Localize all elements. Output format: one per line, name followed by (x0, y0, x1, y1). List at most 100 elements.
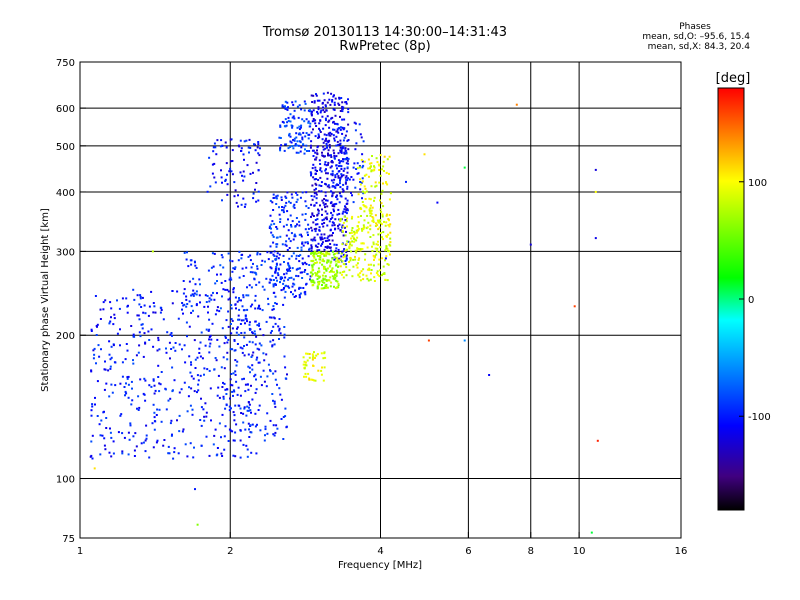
echo-point (258, 304, 261, 307)
echo-point (373, 256, 376, 259)
echo-point (323, 254, 326, 257)
echo-point (337, 282, 340, 285)
echo-point (287, 119, 290, 122)
echo-point (255, 182, 258, 184)
echo-point (304, 218, 307, 221)
echo-point (254, 320, 257, 323)
echo-point (321, 274, 324, 277)
echo-point (333, 154, 336, 157)
echo-point (327, 184, 330, 187)
echo-point (247, 422, 250, 425)
echo-point (310, 238, 313, 241)
echo-point (188, 325, 191, 328)
echo-point (130, 403, 133, 406)
echo-point (370, 263, 373, 266)
echo-point (298, 233, 301, 236)
echo-point (369, 212, 372, 215)
echo-point (369, 207, 372, 210)
echo-point (126, 349, 129, 352)
echo-point (344, 260, 347, 262)
echo-point (346, 185, 349, 188)
echo-point (250, 356, 253, 358)
echo-point (245, 266, 248, 269)
echo-point (147, 314, 150, 317)
echo-point (313, 178, 316, 181)
echo-point (323, 155, 326, 158)
echo-point (103, 437, 106, 440)
echo-point (325, 279, 328, 282)
echo-point (251, 364, 254, 367)
echo-point (285, 240, 288, 243)
echo-point (349, 257, 352, 260)
echo-point (371, 216, 374, 218)
echo-point (177, 317, 180, 320)
echo-point (345, 274, 348, 277)
echo-point (238, 318, 241, 321)
echo-point (152, 302, 155, 304)
echo-point (361, 201, 364, 203)
echo-point (330, 281, 333, 284)
echo-point (250, 451, 253, 454)
echo-point (349, 259, 352, 262)
echo-point (298, 294, 301, 296)
echo-point (284, 195, 287, 198)
echo-point (322, 258, 325, 261)
echo-point (248, 428, 250, 431)
echo-point (282, 288, 285, 291)
echo-point (148, 456, 151, 459)
echo-point (333, 203, 336, 206)
echo-point (423, 153, 426, 156)
echo-point (381, 213, 384, 216)
echo-point (342, 253, 345, 256)
echo-point (216, 292, 218, 295)
echo-point (301, 262, 304, 265)
echo-point (333, 156, 336, 159)
echo-point (369, 198, 372, 201)
echo-point (145, 437, 148, 440)
echo-point (336, 128, 339, 131)
echo-point (342, 225, 345, 228)
echo-point (208, 345, 211, 348)
echo-point (295, 132, 298, 135)
echo-point (125, 297, 128, 300)
echo-point (236, 393, 239, 396)
echo-point (254, 272, 257, 274)
echo-point (139, 378, 142, 381)
echo-point (334, 114, 337, 117)
echo-point (335, 247, 338, 250)
echo-point (342, 174, 345, 177)
echo-point (324, 104, 327, 107)
y-tick-label: 500 (56, 142, 75, 153)
echo-point (224, 336, 227, 339)
echo-point (254, 307, 257, 310)
echo-point (324, 182, 327, 185)
echo-point (330, 270, 332, 272)
echo-point (288, 237, 291, 240)
echo-point (303, 100, 306, 103)
echo-point (299, 141, 302, 144)
echo-point (132, 333, 135, 336)
echo-point (200, 406, 203, 409)
echo-point (379, 232, 382, 234)
echo-point (197, 383, 200, 386)
echo-point (244, 314, 247, 317)
echo-point (290, 255, 293, 258)
echo-point (260, 384, 263, 387)
echo-point (366, 277, 369, 280)
echo-point (341, 243, 344, 246)
echo-point (112, 344, 115, 347)
echo-point (379, 174, 382, 177)
echo-point (276, 279, 278, 282)
echo-point (326, 224, 329, 227)
echo-point (250, 266, 253, 269)
echo-point (282, 211, 285, 214)
echo-point (263, 359, 266, 362)
echo-point (329, 261, 332, 264)
echo-point (220, 254, 223, 256)
echo-point (301, 242, 304, 245)
echo-point (152, 378, 155, 381)
echo-point (248, 321, 251, 324)
echo-point (345, 101, 348, 103)
echo-point (296, 223, 298, 226)
